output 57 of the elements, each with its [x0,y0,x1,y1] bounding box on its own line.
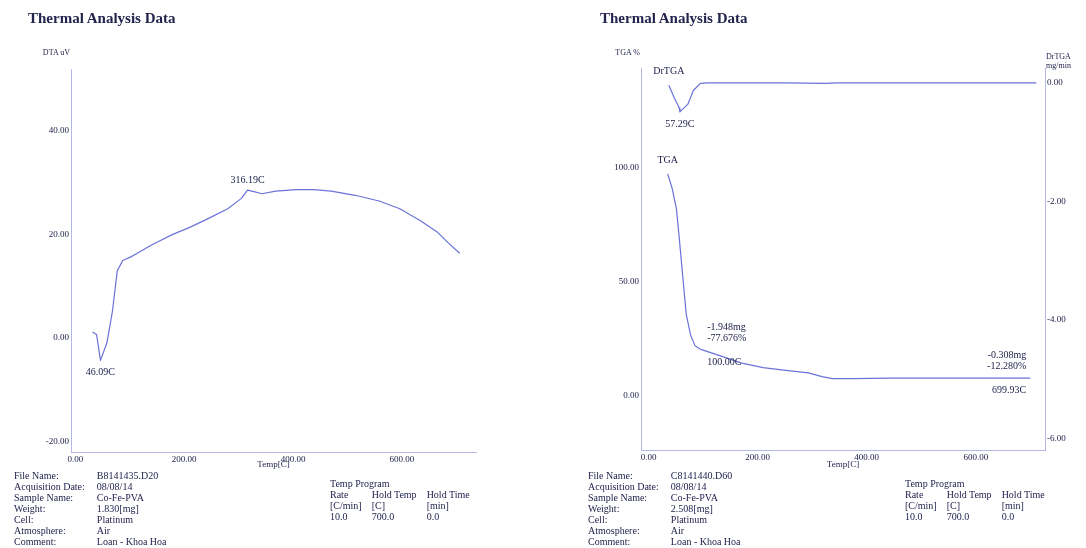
y-axis-title: DTA uV [41,48,70,57]
chart-title: Thermal Analysis Data [28,10,176,27]
annotation: 316.19C [230,173,265,185]
annotation: 699.93C [992,383,1027,395]
x-axis-title: Temp[C] [825,459,860,469]
y2-tick-label: -6.00 [1047,433,1067,444]
text: Cell: Platinum [588,514,707,525]
y-tick-label: 0.00 [623,389,640,400]
series-label: TGA [657,153,679,165]
text: Weight: 2.508[mg] [588,503,713,514]
annotation: 57.29C [665,117,695,129]
y-tick-label: -20.00 [45,436,70,447]
text: Comment: Loan - Khoa Hoa [588,536,741,547]
y-axis-title: TGA % [614,48,640,57]
y2-tick-label: -4.00 [1047,314,1067,325]
text: 10.0 700.0 0.0 [905,511,1015,522]
text: 10.0 700.0 0.0 [330,511,440,522]
text: Sample Name: Co-Fe-PVA [588,492,718,503]
y-tick-label: 0.00 [53,332,70,343]
y-tick-label: 100.00 [614,162,640,173]
annotation: -12.280% [987,359,1027,371]
text: Weight: 1.830[mg] [14,503,139,514]
y2-axis-title: DrTGA mg/min [1046,52,1072,70]
x-tick-label: 600.00 [963,451,989,462]
x-tick-label: 400.00 [854,451,880,462]
annotation: -1.948mg [707,320,746,332]
text: Sample Name: Co-Fe-PVA [14,492,144,503]
annotation: -77.676% [707,331,747,343]
x-tick-label: 200.00 [171,453,198,464]
y2-tick-label: -2.00 [1047,195,1067,206]
x-tick-label: 0.00 [67,453,84,464]
text: Acquisition Date: 08/08/14 [588,481,707,492]
text: Temp Program [330,478,391,489]
text: Cell: Platinum [14,514,133,525]
text: Rate Hold Temp Hold Time [905,489,1045,500]
y2-tick-label: 0.00 [1047,77,1064,88]
text: Atmosphere: Air [14,525,111,536]
text: Rate Hold Temp Hold Time [330,489,470,500]
text: [C/min] [C] [min] [905,500,1024,511]
annotation: 46.09C [85,366,116,378]
text: Comment: Loan - Khoa Hoa [14,536,167,547]
x-tick-label: 200.00 [745,451,771,462]
text: Atmosphere: Air [588,525,685,536]
text: File Name: B8141435.D20 [14,470,159,481]
y-tick-label: 50.00 [618,276,640,287]
x-tick-label: 0.00 [640,451,658,462]
text: Acquisition Date: 08/08/14 [14,481,133,492]
chart-title: Thermal Analysis Data [600,10,748,27]
annotation: 100.00C [707,355,742,367]
annotation: -0.308mg [987,348,1027,360]
y-tick-label: 40.00 [48,125,70,136]
text: Temp Program [905,478,966,489]
series-label: DrTGA [653,64,686,76]
text: File Name: C8141440.D60 [588,470,733,481]
y-tick-label: 20.00 [48,228,70,239]
text: [C/min] [C] [min] [330,500,449,511]
x-tick-label: 600.00 [389,453,415,464]
